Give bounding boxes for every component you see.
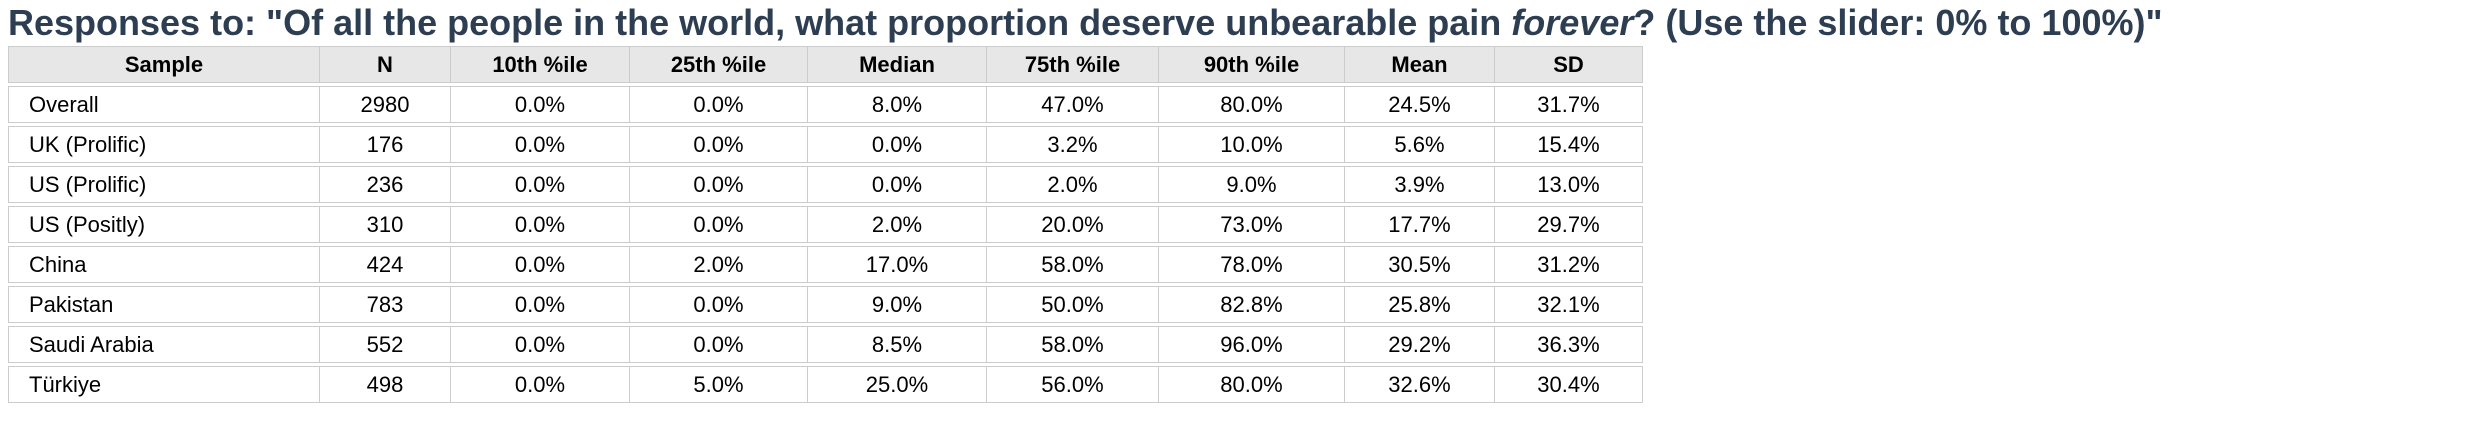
- cell-sample: Türkiye: [8, 366, 320, 403]
- page-title-italic-word: forever: [1511, 2, 1634, 43]
- table-row: US (Prolific) 236 0.0% 0.0% 0.0% 2.0% 9.0% 3.9%…: [8, 166, 1643, 203]
- cell-value: 0.0%: [808, 126, 987, 163]
- cell-value: 32.6%: [1345, 366, 1495, 403]
- cell-value: 2.0%: [808, 206, 987, 243]
- cell-value: 498: [320, 366, 451, 403]
- column-header-sd: SD: [1495, 46, 1643, 83]
- cell-value: 30.5%: [1345, 246, 1495, 283]
- cell-value: 8.5%: [808, 326, 987, 363]
- column-header-n: N: [320, 46, 451, 83]
- column-header-25th-ile: 25th %ile: [630, 46, 808, 83]
- cell-sample: UK (Prolific): [8, 126, 320, 163]
- cell-value: 2.0%: [630, 246, 808, 283]
- cell-value: 176: [320, 126, 451, 163]
- table-row: Overall 2980 0.0% 0.0% 8.0% 47.0% 80.0% 24.5% 31…: [8, 86, 1643, 123]
- responses-summary-table: Sample N 10th %ile 25th %ile Median 75th %ile…: [8, 43, 1643, 406]
- cell-value: 9.0%: [808, 286, 987, 323]
- cell-value: 36.3%: [1495, 326, 1643, 363]
- cell-value: 10.0%: [1159, 126, 1345, 163]
- cell-sample: China: [8, 246, 320, 283]
- cell-value: 29.2%: [1345, 326, 1495, 363]
- cell-value: 50.0%: [987, 286, 1159, 323]
- cell-value: 2980: [320, 86, 451, 123]
- table-row: Saudi Arabia 552 0.0% 0.0% 8.5% 58.0% 96.0% 29.…: [8, 326, 1643, 363]
- cell-value: 24.5%: [1345, 86, 1495, 123]
- table-row: Türkiye 498 0.0% 5.0% 25.0% 56.0% 80.0% 32.6% 30…: [8, 366, 1643, 403]
- page-title-suffix: ? (Use the slider: 0% to 100%)": [1633, 2, 2163, 43]
- column-header-mean: Mean: [1345, 46, 1495, 83]
- cell-value: 3.2%: [987, 126, 1159, 163]
- table-row: US (Positly) 310 0.0% 0.0% 2.0% 20.0% 73.0% 17.…: [8, 206, 1643, 243]
- cell-value: 3.9%: [1345, 166, 1495, 203]
- cell-value: 2.0%: [987, 166, 1159, 203]
- cell-value: 0.0%: [451, 166, 630, 203]
- cell-value: 552: [320, 326, 451, 363]
- cell-value: 0.0%: [630, 166, 808, 203]
- cell-value: 31.2%: [1495, 246, 1643, 283]
- cell-value: 47.0%: [987, 86, 1159, 123]
- cell-value: 0.0%: [630, 286, 808, 323]
- cell-value: 0.0%: [451, 126, 630, 163]
- cell-value: 31.7%: [1495, 86, 1643, 123]
- cell-value: 73.0%: [1159, 206, 1345, 243]
- cell-value: 25.8%: [1345, 286, 1495, 323]
- cell-value: 80.0%: [1159, 86, 1345, 123]
- cell-value: 58.0%: [987, 326, 1159, 363]
- column-header-10th-ile: 10th %ile: [451, 46, 630, 83]
- cell-value: 30.4%: [1495, 366, 1643, 403]
- column-header-sample: Sample: [8, 46, 320, 83]
- cell-sample: Saudi Arabia: [8, 326, 320, 363]
- cell-sample: US (Prolific): [8, 166, 320, 203]
- cell-value: 0.0%: [451, 286, 630, 323]
- table-row: China 424 0.0% 2.0% 17.0% 58.0% 78.0% 30.5% 31.2…: [8, 246, 1643, 283]
- cell-value: 0.0%: [630, 326, 808, 363]
- cell-value: 96.0%: [1159, 326, 1345, 363]
- column-header-75th-ile: 75th %ile: [987, 46, 1159, 83]
- cell-value: 0.0%: [451, 86, 630, 123]
- cell-value: 29.7%: [1495, 206, 1643, 243]
- cell-value: 310: [320, 206, 451, 243]
- column-header-median: Median: [808, 46, 987, 83]
- cell-value: 9.0%: [1159, 166, 1345, 203]
- table-row: UK (Prolific) 176 0.0% 0.0% 0.0% 3.2% 10.0% 5.6…: [8, 126, 1643, 163]
- cell-value: 0.0%: [451, 366, 630, 403]
- cell-value: 236: [320, 166, 451, 203]
- cell-value: 783: [320, 286, 451, 323]
- cell-value: 25.0%: [808, 366, 987, 403]
- cell-value: 56.0%: [987, 366, 1159, 403]
- cell-sample: Pakistan: [8, 286, 320, 323]
- cell-value: 17.7%: [1345, 206, 1495, 243]
- cell-value: 78.0%: [1159, 246, 1345, 283]
- cell-value: 32.1%: [1495, 286, 1643, 323]
- cell-value: 17.0%: [808, 246, 987, 283]
- cell-value: 0.0%: [451, 326, 630, 363]
- table-row: Pakistan 783 0.0% 0.0% 9.0% 50.0% 82.8% 25.8% 32…: [8, 286, 1643, 323]
- cell-value: 0.0%: [630, 206, 808, 243]
- cell-value: 58.0%: [987, 246, 1159, 283]
- column-header-90th-ile: 90th %ile: [1159, 46, 1345, 83]
- table-body: Overall 2980 0.0% 0.0% 8.0% 47.0% 80.0% 24.5% 31…: [8, 86, 1643, 403]
- page-title: Responses to: "Of all the people in the …: [0, 0, 2480, 43]
- cell-value: 0.0%: [630, 126, 808, 163]
- cell-sample: US (Positly): [8, 206, 320, 243]
- cell-value: 0.0%: [808, 166, 987, 203]
- cell-value: 8.0%: [808, 86, 987, 123]
- cell-value: 82.8%: [1159, 286, 1345, 323]
- cell-value: 5.6%: [1345, 126, 1495, 163]
- cell-value: 80.0%: [1159, 366, 1345, 403]
- page-title-prefix: Responses to: "Of all the people in the …: [8, 2, 1512, 43]
- cell-value: 0.0%: [451, 246, 630, 283]
- table-header-row: Sample N 10th %ile 25th %ile Median 75th %ile…: [8, 46, 1643, 83]
- cell-value: 424: [320, 246, 451, 283]
- cell-value: 15.4%: [1495, 126, 1643, 163]
- cell-value: 0.0%: [630, 86, 808, 123]
- cell-value: 20.0%: [987, 206, 1159, 243]
- cell-value: 13.0%: [1495, 166, 1643, 203]
- cell-value: 5.0%: [630, 366, 808, 403]
- cell-value: 0.0%: [451, 206, 630, 243]
- cell-sample: Overall: [8, 86, 320, 123]
